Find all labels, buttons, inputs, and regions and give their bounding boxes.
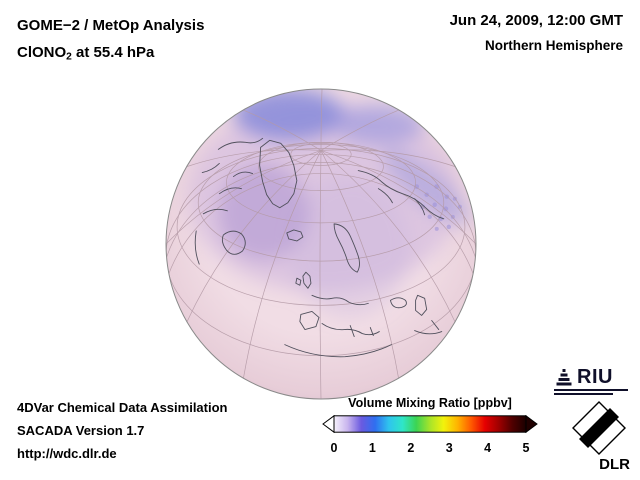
dlr-logo: DLR (566, 401, 632, 473)
colorbar-tick-label: 0 (330, 441, 338, 455)
colorbar-scale (322, 414, 538, 434)
species-level: at 55.4 hPa (71, 44, 155, 61)
globe-map (165, 88, 477, 400)
colorbar: Volume Mixing Ratio [ppbv] 0 1 2 3 4 5 (322, 396, 538, 456)
coastlines (194, 137, 445, 358)
header-right: Jun 24, 2009, 12:00 GMT Northern Hemisph… (450, 12, 623, 53)
colorbar-title: Volume Mixing Ratio [ppbv] (348, 396, 512, 410)
footer-left: 4DVar Chemical Data Assimilation SACADA … (17, 396, 228, 465)
colorbar-tick-label: 3 (445, 441, 453, 455)
colorbar-right-arrow (525, 414, 538, 434)
species-title: ClONO2 at 55.4 hPa (17, 39, 204, 71)
region-label: Northern Hemisphere (484, 38, 623, 53)
colorbar-gradient-bar (333, 415, 527, 433)
species-subscript: 2 (66, 51, 72, 63)
dlr-logo-text: DLR (599, 456, 630, 473)
dlr-diamond-icon (572, 401, 626, 455)
riu-logo-text: RIU (577, 366, 613, 388)
colorbar-tick-label: 2 (407, 441, 415, 455)
riu-triangle-icon (556, 369, 572, 386)
graticule (166, 89, 476, 399)
colorbar-tick-label: 4 (484, 441, 492, 455)
colorbar-tick-label: 1 (368, 441, 376, 455)
datetime-label: Jun 24, 2009, 12:00 GMT (449, 12, 623, 29)
url-label: http://wdc.dlr.de (17, 446, 117, 461)
riu-logo: RIU (554, 367, 628, 395)
assimilation-label: 4DVar Chemical Data Assimilation (17, 400, 228, 415)
colorbar-tick-label: 5 (522, 441, 530, 455)
colorbar-ticks: 0 1 2 3 4 5 (330, 441, 530, 456)
species-name: ClONO (17, 44, 67, 61)
header-left: GOME−2 / MetOp Analysis ClONO2 at 55.4 h… (17, 12, 204, 71)
vmr-field-patches (188, 89, 471, 318)
colorbar-left-arrow (322, 414, 335, 434)
product-title: GOME−2 / MetOp Analysis (17, 17, 205, 34)
riu-underline (554, 389, 628, 395)
version-label: SACADA Version 1.7 (17, 423, 145, 438)
globe-rim (165, 88, 477, 400)
